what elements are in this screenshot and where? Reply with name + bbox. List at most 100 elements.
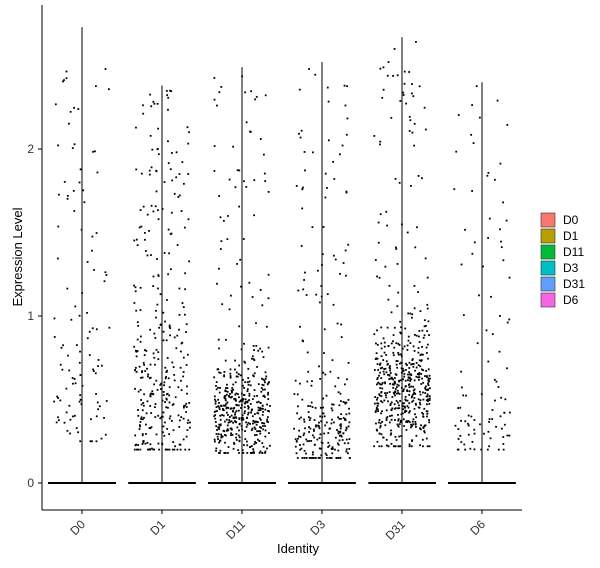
data-point <box>79 394 82 397</box>
data-point <box>71 147 74 149</box>
data-point <box>379 143 381 146</box>
data-point <box>65 411 68 414</box>
data-point <box>135 350 138 353</box>
data-point <box>238 169 241 172</box>
data-point <box>223 395 226 398</box>
data-point <box>213 376 216 379</box>
data-point <box>340 434 342 437</box>
data-point <box>307 416 310 419</box>
data-point <box>431 482 434 484</box>
data-point <box>148 173 151 176</box>
data-point <box>240 419 243 421</box>
data-point <box>304 271 306 274</box>
data-point <box>182 356 185 359</box>
data-point <box>166 357 169 359</box>
data-point <box>395 399 398 402</box>
data-point <box>300 447 303 450</box>
data-point <box>183 226 186 229</box>
data-point <box>251 482 254 484</box>
data-point <box>62 482 65 484</box>
data-point <box>168 394 171 397</box>
data-point <box>377 381 380 384</box>
data-point <box>105 274 108 276</box>
data-point <box>217 338 220 341</box>
data-point <box>129 482 132 484</box>
data-point <box>147 482 150 484</box>
data-point <box>107 88 110 91</box>
data-point <box>414 413 416 416</box>
data-point <box>392 340 394 343</box>
data-point <box>182 306 185 308</box>
data-point <box>389 369 391 372</box>
data-point <box>299 448 302 451</box>
data-point <box>225 402 228 405</box>
data-point <box>403 388 405 391</box>
data-point <box>384 265 387 268</box>
data-point <box>168 448 171 451</box>
data-point <box>63 180 66 183</box>
data-point <box>386 416 389 418</box>
data-point <box>162 330 165 333</box>
data-point <box>267 190 270 193</box>
data-point <box>217 426 220 429</box>
data-point <box>223 370 226 373</box>
data-point <box>396 74 399 77</box>
data-point <box>321 264 323 266</box>
data-point <box>176 448 179 451</box>
data-point <box>407 373 409 376</box>
data-point <box>97 365 99 368</box>
data-point <box>422 482 425 484</box>
data-point <box>331 418 333 421</box>
data-point <box>229 482 231 484</box>
data-point <box>237 482 240 484</box>
data-point <box>295 452 298 455</box>
data-point <box>324 196 327 199</box>
data-point <box>136 448 138 451</box>
data-point <box>300 416 302 419</box>
data-point <box>159 324 162 326</box>
data-point <box>245 421 248 424</box>
data-point <box>261 377 263 380</box>
data-point <box>139 482 142 484</box>
data-point <box>302 434 305 437</box>
data-point <box>380 326 383 329</box>
data-point <box>213 77 216 79</box>
data-point <box>240 399 243 402</box>
data-point <box>296 393 299 396</box>
data-point <box>86 311 88 314</box>
data-point <box>294 445 297 448</box>
data-point <box>153 383 155 386</box>
data-point <box>310 401 313 404</box>
data-point <box>94 150 96 153</box>
data-point <box>226 424 229 427</box>
data-point <box>220 405 223 408</box>
data-point <box>218 423 221 426</box>
data-point <box>258 417 261 420</box>
data-point <box>267 398 270 400</box>
data-point <box>301 207 304 210</box>
data-point <box>155 169 158 172</box>
data-point <box>394 435 397 438</box>
data-point <box>257 430 260 432</box>
data-point <box>406 405 409 407</box>
data-point <box>376 429 379 432</box>
data-point <box>257 412 260 415</box>
data-point <box>227 452 229 454</box>
data-point <box>404 327 407 330</box>
data-point <box>175 151 178 154</box>
data-point <box>252 345 255 347</box>
data-point <box>325 394 328 397</box>
data-point <box>243 180 245 183</box>
data-point <box>247 411 250 414</box>
data-point <box>96 482 99 484</box>
data-point <box>385 438 388 441</box>
data-point <box>379 387 382 389</box>
data-point <box>58 193 60 196</box>
data-point <box>111 482 113 484</box>
data-point <box>313 443 316 446</box>
data-point <box>170 90 173 93</box>
data-point <box>225 407 228 410</box>
data-point <box>181 161 184 164</box>
data-point <box>375 406 378 409</box>
data-point <box>228 396 231 398</box>
